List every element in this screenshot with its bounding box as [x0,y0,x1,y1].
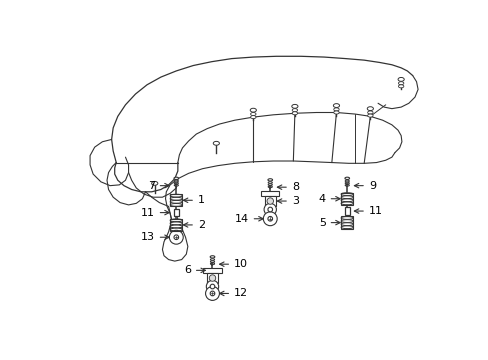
Text: 7: 7 [147,181,169,191]
Circle shape [263,212,277,226]
Ellipse shape [341,223,353,225]
Bar [203,268,221,273]
Bar [341,216,353,229]
Circle shape [210,291,214,296]
Circle shape [206,280,218,293]
Ellipse shape [398,82,403,85]
Circle shape [264,203,276,216]
Ellipse shape [333,104,339,108]
Text: 10: 10 [219,259,247,269]
Circle shape [205,287,219,300]
Ellipse shape [267,186,272,188]
Ellipse shape [398,85,403,88]
Ellipse shape [210,263,214,265]
Ellipse shape [341,226,353,229]
Ellipse shape [344,177,349,180]
Text: 9: 9 [354,181,375,191]
Ellipse shape [341,217,353,219]
Text: 5: 5 [318,217,340,228]
Ellipse shape [209,275,215,281]
Ellipse shape [210,259,214,260]
Ellipse shape [341,199,353,202]
Ellipse shape [151,181,158,185]
Ellipse shape [345,182,348,184]
Ellipse shape [170,222,182,225]
Ellipse shape [170,219,182,222]
Ellipse shape [174,184,178,186]
Text: 8: 8 [277,182,298,192]
Bar [207,273,218,283]
Ellipse shape [170,228,182,231]
Text: 2: 2 [183,220,204,230]
Text: 13: 13 [141,232,169,242]
Ellipse shape [170,203,182,206]
Ellipse shape [333,108,339,111]
Ellipse shape [266,198,273,204]
Circle shape [169,230,183,244]
Circle shape [174,235,178,239]
Ellipse shape [174,182,178,184]
Ellipse shape [174,177,178,180]
Ellipse shape [174,180,178,182]
Ellipse shape [250,108,256,112]
Text: 12: 12 [219,288,248,298]
Ellipse shape [210,261,214,262]
Bar [170,219,182,231]
Text: 3: 3 [277,196,298,206]
Ellipse shape [333,111,339,114]
Bar [341,193,353,205]
Ellipse shape [250,112,256,116]
Text: 6: 6 [183,265,205,275]
Ellipse shape [397,77,404,81]
Circle shape [210,284,214,289]
Ellipse shape [210,256,214,258]
Ellipse shape [267,182,272,184]
Ellipse shape [292,109,297,112]
Circle shape [267,216,272,221]
Ellipse shape [341,220,353,222]
Ellipse shape [170,197,182,200]
Ellipse shape [170,201,182,203]
Bar [344,207,349,215]
Text: 11: 11 [141,208,169,217]
Ellipse shape [345,184,348,186]
Ellipse shape [267,184,272,185]
Circle shape [267,207,272,212]
Ellipse shape [267,179,272,181]
Ellipse shape [367,111,372,114]
Ellipse shape [367,114,372,117]
Ellipse shape [250,116,256,119]
Bar [261,191,279,195]
Text: 11: 11 [354,206,382,216]
Ellipse shape [213,141,219,145]
Text: 4: 4 [318,194,340,204]
Ellipse shape [291,104,297,108]
Ellipse shape [292,112,297,115]
Ellipse shape [170,225,182,228]
Bar [170,194,182,206]
Ellipse shape [366,107,373,111]
Text: 14: 14 [234,214,263,224]
Bar [264,195,275,206]
Ellipse shape [170,194,182,197]
Ellipse shape [341,193,353,195]
Ellipse shape [345,180,348,182]
Text: 1: 1 [183,195,204,205]
Ellipse shape [341,202,353,205]
Bar [173,209,179,216]
Ellipse shape [341,196,353,199]
